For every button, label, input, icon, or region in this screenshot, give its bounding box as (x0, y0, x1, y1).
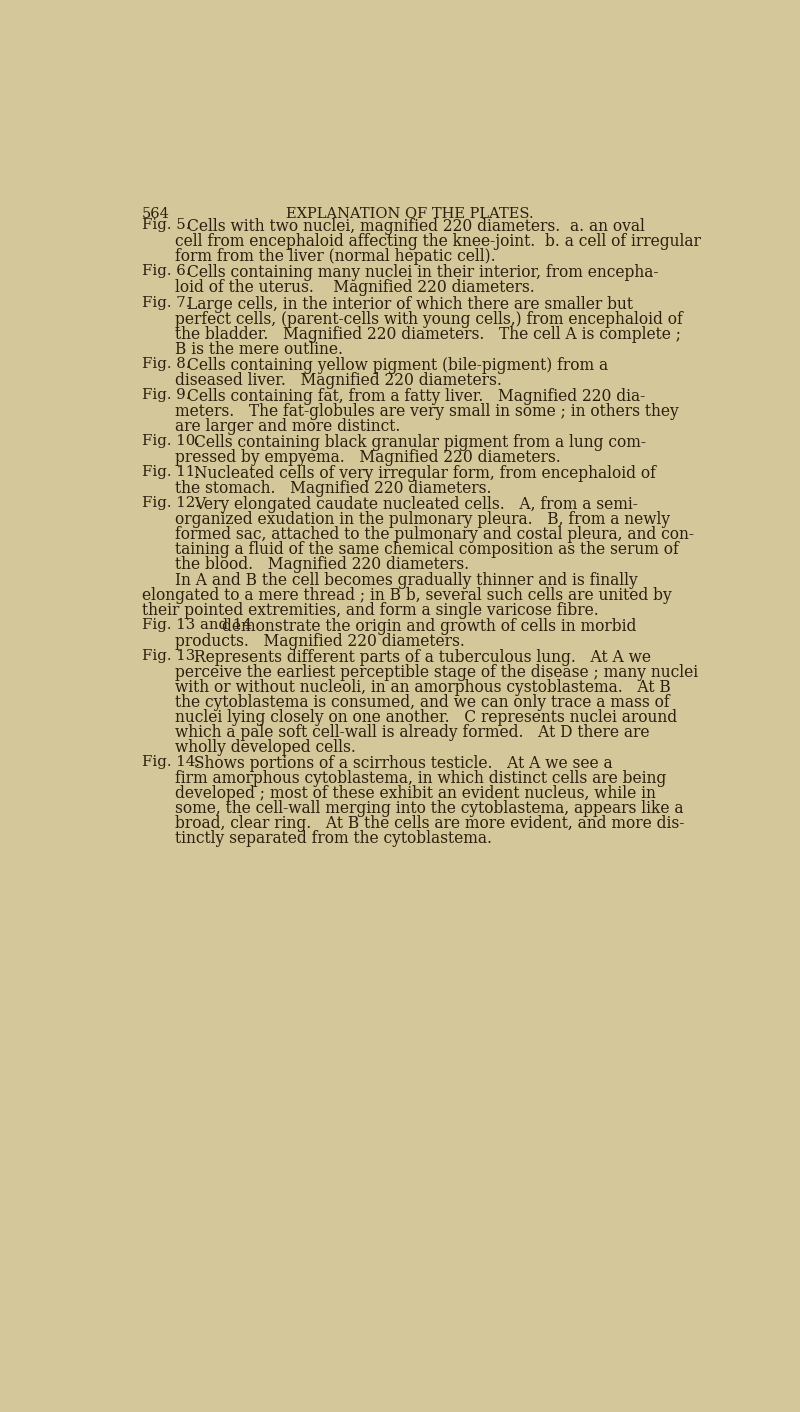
Text: Fig. 13.: Fig. 13. (142, 650, 200, 664)
Text: B is the mere outline.: B is the mere outline. (175, 340, 343, 357)
Text: Nucleated cells of very irregular form, from encephaloid of: Nucleated cells of very irregular form, … (194, 465, 656, 481)
Text: demonstrate the origin and growth of cells in morbid: demonstrate the origin and growth of cel… (222, 618, 636, 635)
Text: tinctly separated from the cytoblastema.: tinctly separated from the cytoblastema. (175, 830, 492, 847)
Text: perceive the earliest perceptible stage of the disease ; many nuclei: perceive the earliest perceptible stage … (175, 665, 698, 682)
Text: products.   Magnified 220 diameters.: products. Magnified 220 diameters. (175, 633, 465, 651)
Text: formed sac, attached to the pulmonary and costal pleura, and con-: formed sac, attached to the pulmonary an… (175, 527, 694, 544)
Text: 564: 564 (142, 208, 170, 222)
Text: Cells containing yellow pigment (bile-pigment) from a: Cells containing yellow pigment (bile-pi… (187, 357, 608, 374)
Text: Fig. 6.: Fig. 6. (142, 264, 190, 278)
Text: Cells containing many nuclei in their interior, from encepha-: Cells containing many nuclei in their in… (187, 264, 658, 281)
Text: Fig. 14.: Fig. 14. (142, 755, 200, 770)
Text: Fig. 11.: Fig. 11. (142, 465, 200, 479)
Text: Cells with two nuclei, magnified 220 diameters.  a. an oval: Cells with two nuclei, magnified 220 dia… (187, 219, 645, 236)
Text: loid of the uterus.    Magnified 220 diameters.: loid of the uterus. Magnified 220 diamet… (175, 280, 534, 297)
Text: nuclei lying closely on one another.   C represents nuclei around: nuclei lying closely on one another. C r… (175, 709, 677, 726)
Text: EXPLANATION OF THE PLATES.: EXPLANATION OF THE PLATES. (286, 208, 534, 222)
Text: perfect cells, (parent-cells with young cells,) from encephaloid of: perfect cells, (parent-cells with young … (175, 311, 682, 328)
Text: organized exudation in the pulmonary pleura.   B, from a newly: organized exudation in the pulmonary ple… (175, 511, 670, 528)
Text: Cells containing black granular pigment from a lung com-: Cells containing black granular pigment … (194, 433, 646, 450)
Text: pressed by empyema.   Magnified 220 diameters.: pressed by empyema. Magnified 220 diamet… (175, 449, 561, 466)
Text: developed ; most of these exhibit an evident nucleus, while in: developed ; most of these exhibit an evi… (175, 785, 656, 802)
Text: Fig. 13 and 14: Fig. 13 and 14 (142, 618, 252, 633)
Text: the bladder.   Magnified 220 diameters.   The cell A is complete ;: the bladder. Magnified 220 diameters. Th… (175, 326, 681, 343)
Text: diseased liver.   Magnified 220 diameters.: diseased liver. Magnified 220 diameters. (175, 371, 502, 388)
Text: Very elongated caudate nucleated cells.   A, from a semi-: Very elongated caudate nucleated cells. … (194, 496, 638, 513)
Text: Fig. 8.: Fig. 8. (142, 357, 190, 371)
Text: meters.   The fat-globules are very small in some ; in others they: meters. The fat-globules are very small … (175, 402, 678, 419)
Text: form from the liver (normal hepatic cell).: form from the liver (normal hepatic cell… (175, 249, 496, 265)
Text: Fig. 9.: Fig. 9. (142, 388, 190, 402)
Text: Cells containing fat, from a fatty liver.   Magnified 220 dia-: Cells containing fat, from a fatty liver… (187, 388, 645, 405)
Text: which a pale soft cell-wall is already formed.   At D there are: which a pale soft cell-wall is already f… (175, 724, 650, 741)
Text: the blood.   Magnified 220 diameters.: the blood. Magnified 220 diameters. (175, 556, 469, 573)
Text: the stomach.   Magnified 220 diameters.: the stomach. Magnified 220 diameters. (175, 480, 491, 497)
Text: cell from encephaloid affecting the knee-joint.  b. a cell of irregular: cell from encephaloid affecting the knee… (175, 233, 701, 250)
Text: Fig. 12.: Fig. 12. (142, 496, 200, 510)
Text: Represents different parts of a tuberculous lung.   At A we: Represents different parts of a tubercul… (194, 650, 651, 666)
Text: firm amorphous cytoblastema, in which distinct cells are being: firm amorphous cytoblastema, in which di… (175, 771, 666, 788)
Text: their pointed extremities, and form a single varicose fibre.: their pointed extremities, and form a si… (142, 602, 599, 618)
Text: Fig. 10.: Fig. 10. (142, 433, 200, 448)
Text: with or without nucleoli, in an amorphous cystoblastema.   At B: with or without nucleoli, in an amorphou… (175, 679, 670, 696)
Text: broad, clear ring.   At B the cells are more evident, and more dis-: broad, clear ring. At B the cells are mo… (175, 816, 684, 833)
Text: wholly developed cells.: wholly developed cells. (175, 740, 356, 757)
Text: elongated to a mere thread ; in B b, several such cells are united by: elongated to a mere thread ; in B b, sev… (142, 587, 672, 604)
Text: In A and B the cell becomes gradually thinner and is finally: In A and B the cell becomes gradually th… (175, 572, 638, 589)
Text: are larger and more distinct.: are larger and more distinct. (175, 418, 400, 435)
Text: Shows portions of a scirrhous testicle.   At A we see a: Shows portions of a scirrhous testicle. … (194, 755, 613, 772)
Text: Fig. 5.: Fig. 5. (142, 219, 190, 233)
Text: some, the cell-wall merging into the cytoblastema, appears like a: some, the cell-wall merging into the cyt… (175, 801, 683, 818)
Text: Large cells, in the interior of which there are smaller but: Large cells, in the interior of which th… (187, 295, 633, 312)
Text: Fig. 7.: Fig. 7. (142, 295, 190, 309)
Text: taining a fluid of the same chemical composition as the serum of: taining a fluid of the same chemical com… (175, 541, 678, 558)
Text: the cytoblastema is consumed, and we can only trace a mass of: the cytoblastema is consumed, and we can… (175, 695, 670, 712)
